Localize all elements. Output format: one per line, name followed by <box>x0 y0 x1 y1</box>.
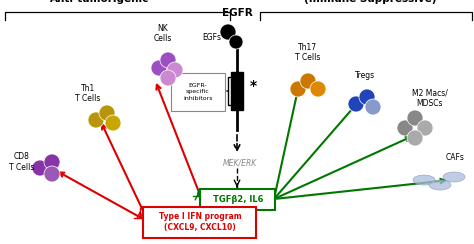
Circle shape <box>44 154 60 170</box>
Circle shape <box>310 81 326 97</box>
Circle shape <box>44 166 60 182</box>
Ellipse shape <box>443 172 465 182</box>
Circle shape <box>167 62 183 78</box>
Circle shape <box>105 115 121 131</box>
Circle shape <box>229 35 243 49</box>
FancyBboxPatch shape <box>171 73 225 111</box>
Text: Th17
T Cells: Th17 T Cells <box>295 43 321 62</box>
Ellipse shape <box>429 180 451 190</box>
Text: Pro-tumorigenic
(Immune Suppressive): Pro-tumorigenic (Immune Suppressive) <box>304 0 436 4</box>
Text: CD8
T Cells: CD8 T Cells <box>9 152 35 172</box>
Circle shape <box>290 81 306 97</box>
Text: CAFs: CAFs <box>446 153 465 162</box>
Text: *: * <box>249 79 256 93</box>
Circle shape <box>365 99 381 115</box>
Text: Anti-tumorigenic: Anti-tumorigenic <box>50 0 150 4</box>
Text: EGFs: EGFs <box>202 32 221 41</box>
Circle shape <box>88 112 104 128</box>
Text: MEK/ERK: MEK/ERK <box>223 158 257 167</box>
Text: Th1
T Cells: Th1 T Cells <box>75 84 100 103</box>
Circle shape <box>32 160 48 176</box>
Circle shape <box>359 89 375 105</box>
Text: NK
Cells: NK Cells <box>154 24 172 43</box>
Circle shape <box>300 73 316 89</box>
Circle shape <box>407 130 423 146</box>
Circle shape <box>151 60 167 76</box>
Text: M2 Macs/
MDSCs: M2 Macs/ MDSCs <box>412 89 448 108</box>
Circle shape <box>417 120 433 136</box>
FancyBboxPatch shape <box>231 72 243 110</box>
FancyBboxPatch shape <box>201 189 275 210</box>
Text: EGFR-
specific
inhibitors: EGFR- specific inhibitors <box>183 83 213 101</box>
Circle shape <box>348 96 364 112</box>
Circle shape <box>220 24 236 40</box>
Text: Type I IFN program
(CXCL9, CXCL10): Type I IFN program (CXCL9, CXCL10) <box>159 212 241 232</box>
Ellipse shape <box>413 175 435 185</box>
Circle shape <box>160 52 176 68</box>
Circle shape <box>160 70 176 86</box>
FancyBboxPatch shape <box>144 206 256 237</box>
Text: EGFR: EGFR <box>222 8 252 18</box>
Circle shape <box>407 110 423 126</box>
Circle shape <box>397 120 413 136</box>
Text: TGFβ2, IL6: TGFβ2, IL6 <box>213 194 263 203</box>
Text: Tregs: Tregs <box>355 71 375 80</box>
Circle shape <box>99 105 115 121</box>
